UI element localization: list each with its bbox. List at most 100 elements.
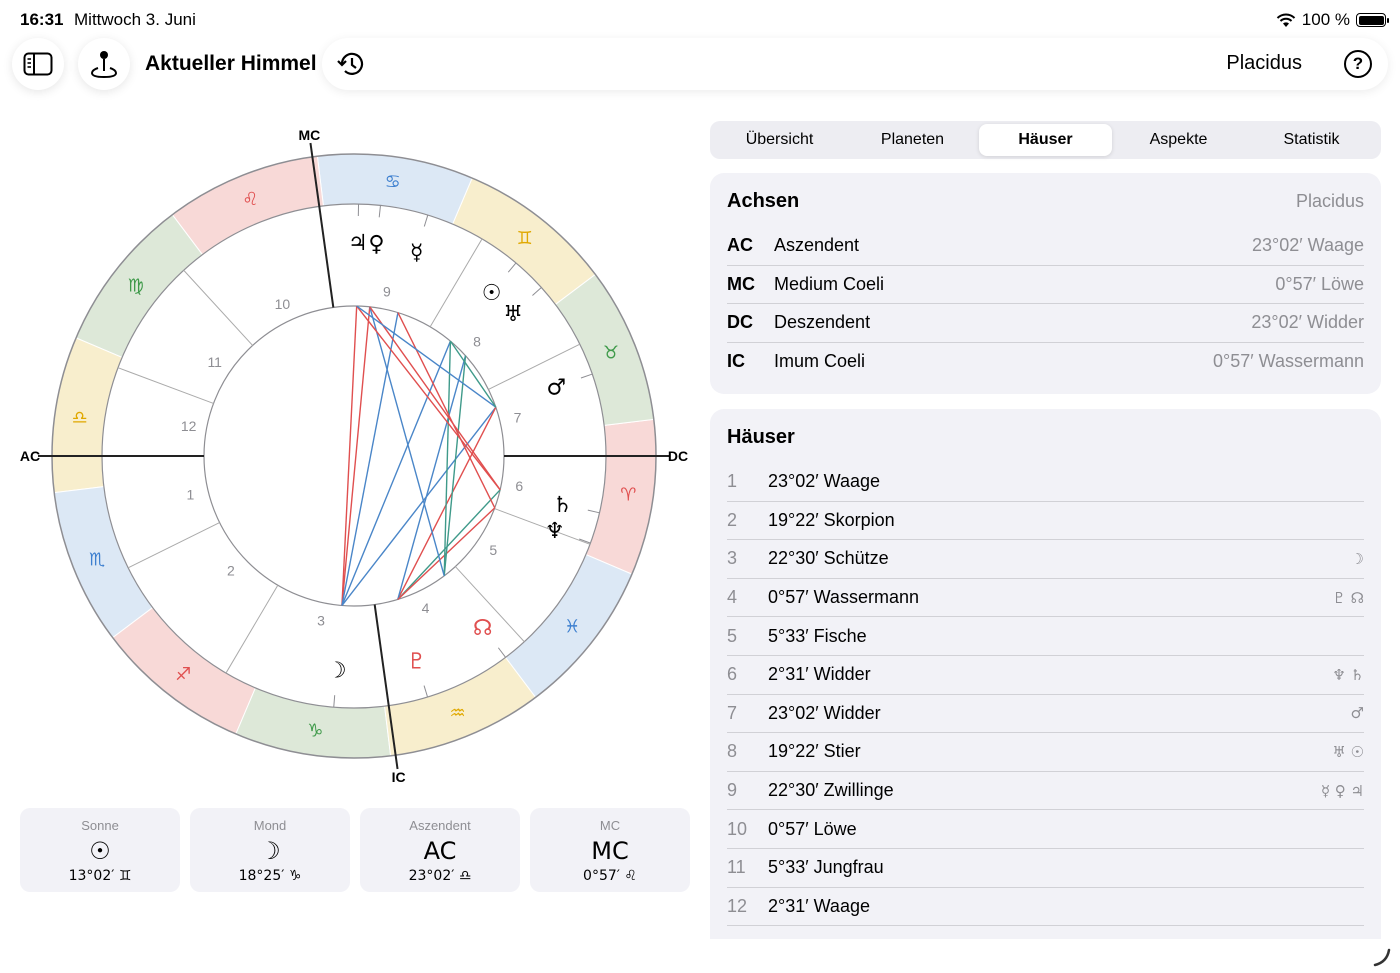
tab-bar: Übersicht Planeten Häuser Aspekte Statis… (710, 121, 1381, 159)
house-row[interactable]: 3 22°30′ Schütze ☽ (727, 540, 1364, 579)
mercury-tick (423, 214, 429, 227)
jupiter-icon: ♃ (348, 231, 368, 256)
mc-card[interactable]: MC MC 0°57′ ♌ (530, 808, 690, 892)
house-number-label: 8 (473, 334, 481, 350)
house-number-label: 4 (422, 600, 430, 616)
axis-abbr: IC (727, 351, 745, 372)
house-position: 2°31′ Waage (768, 895, 870, 916)
axis-row-ac[interactable]: AC Aszendent 23°02′ Waage (727, 227, 1364, 266)
axis-row-ic[interactable]: IC Imum Coeli 0°57′ Wassermann (727, 343, 1364, 382)
house-number-label: 12 (181, 418, 197, 434)
house-planets: ☽ (1350, 549, 1364, 568)
venus-icon: ♀ (368, 232, 384, 257)
card-value: 23°02′ ♎ (408, 868, 472, 884)
axis-row-mc[interactable]: MC Medium Coeli 0°57′ Löwe (727, 266, 1364, 304)
sun-card[interactable]: Sonne ☉ 13°02′ ♊ (20, 808, 180, 892)
house-number: 6 (727, 664, 738, 685)
aspect-line (341, 305, 358, 606)
house-row[interactable]: 9 22°30′ Zwillinge ☿ ♀ ♃ (727, 772, 1364, 811)
house-number: 8 (727, 741, 738, 762)
house-row[interactable]: 8 19°22′ Stier ♅ ☉ (727, 733, 1364, 772)
house-row[interactable]: 11 5°33′ Jungfrau (727, 849, 1364, 888)
axis-position: 23°02′ Waage (1252, 235, 1364, 256)
house-position: 19°22′ Stier (768, 741, 861, 762)
card-label: Sonne (81, 818, 119, 833)
venus-tick (378, 205, 381, 218)
house-position: 5°33′ Jungfrau (768, 857, 884, 878)
chart-wheel[interactable]: ♈ ♉ ♊ ♋ ♌ ♍ ♎ ♏ ♐ ♑ ♒ ♓ 1 2 3 4 5 6 7 8 9 10 11 12 AC DC MC IC ☉ ☽ ☿ ♀ ♃… (20, 127, 700, 790)
aspect-line (397, 355, 467, 600)
sidebar-toggle-button[interactable] (12, 38, 64, 90)
house-cusp-line (183, 269, 253, 346)
house-planets: ♇ ☊ (1332, 588, 1364, 607)
house-row[interactable]: 5 5°33′ Fische (727, 617, 1364, 656)
mercury-icon: ☿ (410, 240, 424, 265)
axis-row-dc[interactable]: DC Deszendent 23°02′ Widder (727, 304, 1364, 343)
uranus-tick (532, 287, 542, 296)
house-cusp-line (429, 238, 483, 328)
status-indicators: 100 % (1276, 10, 1389, 30)
toolbar: Placidus ? (322, 38, 1388, 90)
house-cusp-line (117, 367, 214, 404)
aspect-line (341, 306, 371, 606)
house-number-label: 3 (317, 613, 325, 629)
aspect-line (369, 306, 501, 491)
house-number: 5 (727, 625, 738, 646)
aquarius-icon: ♒ (450, 703, 466, 724)
pluto-tick (423, 685, 429, 698)
house-planets: ☿ ♀ ♃ (1320, 781, 1364, 800)
house-number: 2 (727, 509, 738, 530)
summary-cards: Sonne ☉ 13°02′ ♊ Mond ☽ 18°25′ ♑ Aszende… (20, 808, 690, 892)
card-symbol: AC (423, 837, 457, 865)
tab-houses[interactable]: Häuser (979, 124, 1112, 156)
axis-name: Deszendent (774, 312, 871, 333)
house-row[interactable]: 10 0°57′ Löwe (727, 810, 1364, 849)
ascendant-card[interactable]: Aszendent AC 23°02′ ♎ (360, 808, 520, 892)
houses-panel: Häuser 1 23°02′ Waage 2 19°22′ Skorpion 3 2… (710, 409, 1381, 939)
house-cusp-line (225, 584, 279, 674)
tab-planets[interactable]: Planeten (880, 131, 945, 148)
saturn-icon: ♄ (553, 493, 573, 518)
house-planets: ♅ ☉ (1332, 742, 1364, 761)
house-cusp-line (455, 566, 525, 643)
aspect-line (397, 312, 496, 509)
tab-overview[interactable]: Übersicht (745, 131, 814, 148)
location-button[interactable] (78, 38, 130, 90)
aspect-line (397, 489, 501, 600)
house-system-button[interactable]: Placidus (1226, 52, 1302, 74)
house-row[interactable]: 1 23°02′ Waage (727, 463, 1364, 502)
history-button[interactable] (334, 47, 368, 81)
tab-statistics[interactable]: Statistik (1283, 131, 1340, 148)
axes-system: Placidus (1295, 191, 1364, 211)
status-date: Mittwoch 3. Juni (74, 10, 196, 29)
axes-title: Achsen (727, 190, 800, 212)
aspect-line (356, 305, 497, 408)
card-label: Mond (253, 818, 287, 833)
house-number-label: 7 (514, 410, 522, 426)
axis-name: Aszendent (774, 235, 860, 256)
gemini-icon: ♊ (517, 228, 533, 249)
tab-aspects[interactable]: Aspekte (1149, 131, 1208, 148)
capricorn-icon: ♑ (307, 720, 323, 741)
house-row[interactable]: 6 2°31′ Widder ♆ ♄ (727, 656, 1364, 695)
house-number-label: 11 (207, 354, 222, 370)
aspect-line (341, 406, 497, 606)
house-row[interactable]: 7 23°02′ Widder ♂ (727, 695, 1364, 734)
moon-tick (333, 695, 336, 708)
house-row[interactable]: 2 19°22′ Skorpion (727, 502, 1364, 541)
resize-handle-icon[interactable] (1372, 947, 1392, 967)
help-button[interactable]: ? (1344, 50, 1372, 78)
house-row[interactable]: 12 2°31′ Waage (727, 888, 1364, 927)
house-number-label: 6 (515, 478, 523, 494)
aries-icon: ♈ (620, 485, 636, 506)
scorpio-icon: ♏ (89, 550, 105, 571)
axis-line (373, 604, 399, 770)
aspect-line (443, 355, 467, 576)
history-icon (337, 52, 364, 75)
axis-name: Imum Coeli (774, 351, 866, 372)
house-position: 23°02′ Widder (768, 702, 881, 723)
house-row[interactable]: 4 0°57′ Wassermann ♇ ☊ (727, 579, 1364, 618)
moon-card[interactable]: Mond ☽ 18°25′ ♑ (190, 808, 350, 892)
axis-abbr: AC (727, 235, 753, 256)
neptune-icon: ♆ (545, 519, 565, 544)
